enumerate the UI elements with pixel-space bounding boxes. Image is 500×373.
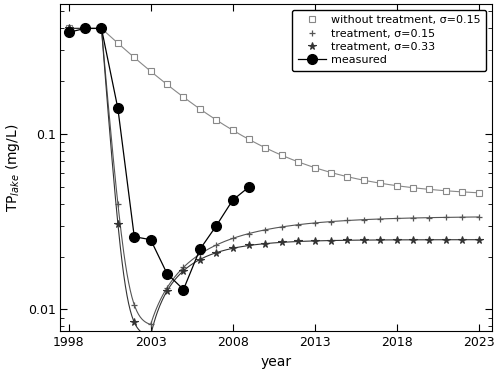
treatment, σ=0.33	[328, 238, 334, 243]
Line: without treatment, σ=0.15: without treatment, σ=0.15	[66, 25, 482, 196]
without treatment, σ=0.15	[230, 128, 235, 132]
measured	[82, 26, 88, 31]
treatment, σ=0.33	[279, 240, 285, 245]
treatment, σ=0.15	[443, 215, 449, 220]
treatment, σ=0.33	[148, 333, 154, 338]
measured	[197, 247, 203, 252]
treatment, σ=0.33	[410, 238, 416, 242]
treatment, σ=0.15	[98, 26, 104, 31]
treatment, σ=0.15	[426, 215, 432, 220]
measured	[230, 198, 235, 203]
without treatment, σ=0.15	[378, 181, 384, 185]
treatment, σ=0.15	[410, 216, 416, 220]
treatment, σ=0.15	[344, 218, 350, 223]
measured	[214, 223, 220, 228]
X-axis label: year: year	[260, 355, 292, 369]
Line: treatment, σ=0.33: treatment, σ=0.33	[65, 25, 482, 339]
measured	[148, 238, 154, 242]
without treatment, σ=0.15	[148, 69, 154, 73]
without treatment, σ=0.15	[476, 191, 482, 195]
without treatment, σ=0.15	[426, 187, 432, 192]
treatment, σ=0.33	[115, 221, 121, 226]
without treatment, σ=0.15	[279, 153, 285, 157]
Legend: without treatment, σ=0.15, treatment, σ=0.15, treatment, σ=0.33, measured: without treatment, σ=0.15, treatment, σ=…	[292, 10, 486, 71]
without treatment, σ=0.15	[296, 160, 302, 164]
Line: measured: measured	[64, 23, 254, 294]
treatment, σ=0.33	[82, 26, 88, 31]
without treatment, σ=0.15	[344, 175, 350, 179]
treatment, σ=0.33	[98, 26, 104, 31]
measured	[115, 106, 121, 111]
treatment, σ=0.33	[361, 238, 367, 242]
treatment, σ=0.33	[476, 238, 482, 242]
measured	[66, 30, 71, 35]
without treatment, σ=0.15	[66, 26, 71, 31]
treatment, σ=0.15	[312, 221, 318, 225]
measured	[164, 272, 170, 276]
treatment, σ=0.33	[230, 246, 235, 251]
treatment, σ=0.15	[476, 215, 482, 219]
treatment, σ=0.33	[197, 257, 203, 262]
treatment, σ=0.33	[312, 239, 318, 243]
without treatment, σ=0.15	[443, 188, 449, 193]
without treatment, σ=0.15	[132, 55, 138, 60]
measured	[132, 235, 138, 239]
without treatment, σ=0.15	[98, 26, 104, 31]
treatment, σ=0.33	[443, 238, 449, 242]
treatment, σ=0.15	[246, 231, 252, 236]
treatment, σ=0.33	[460, 238, 466, 242]
treatment, σ=0.33	[394, 238, 400, 242]
treatment, σ=0.33	[296, 239, 302, 244]
without treatment, σ=0.15	[361, 178, 367, 182]
treatment, σ=0.15	[279, 225, 285, 229]
Y-axis label: TP$_{lake}$ (mg/L): TP$_{lake}$ (mg/L)	[4, 123, 22, 212]
without treatment, σ=0.15	[410, 185, 416, 190]
treatment, σ=0.15	[460, 215, 466, 219]
treatment, σ=0.15	[164, 285, 170, 290]
treatment, σ=0.15	[230, 236, 235, 241]
treatment, σ=0.15	[180, 265, 186, 270]
treatment, σ=0.15	[82, 26, 88, 31]
treatment, σ=0.33	[262, 241, 268, 246]
treatment, σ=0.33	[426, 238, 432, 242]
treatment, σ=0.15	[197, 252, 203, 256]
treatment, σ=0.33	[344, 238, 350, 242]
without treatment, σ=0.15	[460, 189, 466, 194]
Line: treatment, σ=0.15: treatment, σ=0.15	[65, 25, 482, 328]
treatment, σ=0.15	[214, 243, 220, 247]
treatment, σ=0.33	[246, 243, 252, 248]
treatment, σ=0.15	[328, 219, 334, 224]
treatment, σ=0.33	[132, 320, 138, 325]
measured	[180, 287, 186, 292]
treatment, σ=0.15	[132, 303, 138, 307]
without treatment, σ=0.15	[214, 118, 220, 122]
treatment, σ=0.15	[148, 322, 154, 327]
treatment, σ=0.33	[66, 26, 71, 31]
measured	[98, 26, 104, 31]
treatment, σ=0.33	[164, 289, 170, 293]
treatment, σ=0.33	[378, 238, 384, 242]
treatment, σ=0.33	[214, 250, 220, 255]
measured	[246, 185, 252, 189]
treatment, σ=0.15	[296, 222, 302, 227]
without treatment, σ=0.15	[246, 137, 252, 142]
without treatment, σ=0.15	[312, 165, 318, 170]
without treatment, σ=0.15	[164, 82, 170, 87]
treatment, σ=0.15	[394, 216, 400, 221]
without treatment, σ=0.15	[197, 107, 203, 111]
treatment, σ=0.15	[115, 201, 121, 206]
without treatment, σ=0.15	[82, 26, 88, 31]
without treatment, σ=0.15	[180, 95, 186, 99]
treatment, σ=0.33	[180, 269, 186, 273]
without treatment, σ=0.15	[262, 145, 268, 150]
treatment, σ=0.15	[378, 217, 384, 221]
treatment, σ=0.15	[361, 217, 367, 222]
without treatment, σ=0.15	[394, 184, 400, 188]
without treatment, σ=0.15	[328, 170, 334, 175]
treatment, σ=0.15	[66, 26, 71, 31]
treatment, σ=0.15	[262, 228, 268, 232]
without treatment, σ=0.15	[115, 41, 121, 46]
